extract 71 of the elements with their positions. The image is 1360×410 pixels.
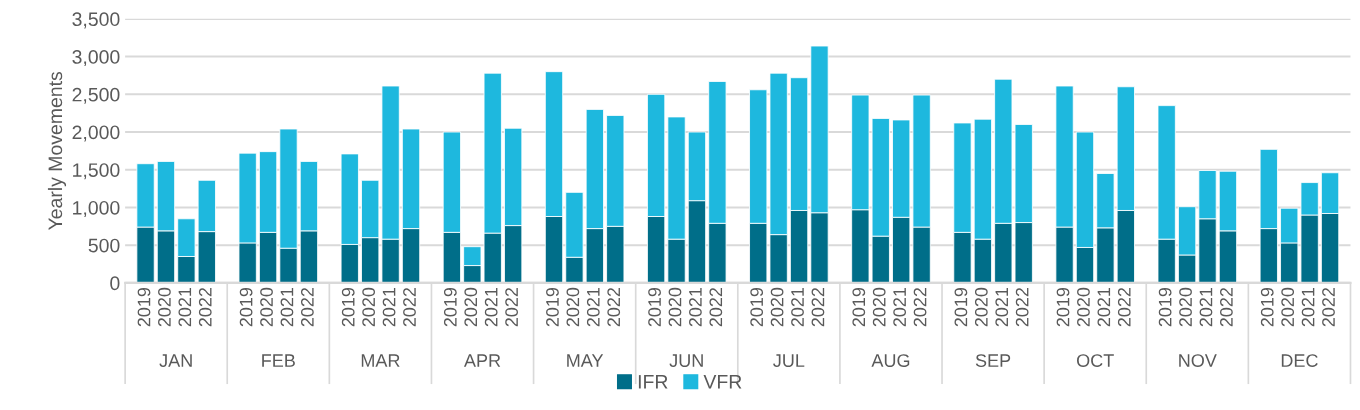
- x-tick-label: 2020: [668, 287, 682, 327]
- text: NOV: [1179, 354, 1217, 367]
- x-tick-label: 2021: [689, 287, 702, 327]
- x-tick-label: 2019: [137, 287, 151, 327]
- x-tick-label: 2021: [1097, 287, 1111, 327]
- y-tick-label: 2,500: [72, 87, 120, 104]
- text: SEP: [975, 354, 1011, 367]
- x-tick-label: 2019: [1260, 287, 1274, 327]
- x-tick-label: 2021: [280, 287, 294, 327]
- x-tick-label: 2020: [1281, 287, 1295, 327]
- x-tick-label: 2020: [566, 287, 580, 327]
- x-tick-label: 2022: [709, 287, 723, 327]
- x-tick-label: 2019: [954, 287, 968, 327]
- y-tick-label: 0: [110, 276, 120, 291]
- x-tick-label: 2019: [750, 287, 764, 327]
- text: JUN: [669, 354, 703, 367]
- x-tick-label: 2022: [1015, 287, 1029, 327]
- x-tick-label: 2019: [648, 287, 661, 327]
- y-tick-label: 3,000: [72, 50, 120, 67]
- y-tick-label: 3,500: [72, 12, 120, 29]
- text: DEC: [1281, 354, 1318, 367]
- text: OCT: [1077, 354, 1114, 367]
- x-tick-label: 2020: [362, 287, 376, 327]
- text: APR: [463, 354, 501, 367]
- x-tick-label: 2021: [586, 287, 600, 327]
- x-tick-label: 2019: [546, 287, 559, 327]
- x-tick-label: 2019: [1056, 287, 1070, 327]
- x-tick-label: 2020: [974, 287, 988, 327]
- text: AUG: [871, 354, 910, 367]
- x-tick-label: 2020: [464, 287, 478, 327]
- x-tick-label: 2020: [770, 287, 784, 327]
- legend-label: IFR: [638, 375, 668, 389]
- text: JUL: [773, 354, 805, 367]
- x-tick-label: 2021: [995, 287, 1009, 327]
- text: JAN: [159, 354, 192, 367]
- x-tick-label: 2021: [791, 287, 804, 327]
- y-tick-label: 500: [88, 238, 120, 253]
- y-axis-title: Yearly Movements: [47, 71, 67, 231]
- x-tick-label: 2021: [382, 287, 396, 327]
- text: MAR: [361, 354, 400, 367]
- x-tick-label: 2020: [872, 287, 886, 327]
- x-tick-label: 2022: [1220, 287, 1233, 327]
- x-tick-label: 2022: [505, 287, 518, 327]
- x-tick-label: 2019: [443, 287, 457, 327]
- x-tick-label: 2020: [1179, 287, 1192, 327]
- x-tick-label: 2022: [811, 287, 825, 327]
- x-tick-label: 2019: [239, 287, 253, 327]
- x-tick-label: 2022: [913, 287, 927, 327]
- x-tick-label: 2022: [1117, 287, 1131, 327]
- y-tick-label: 1,500: [73, 163, 120, 180]
- y-tick-label: 2,000: [72, 125, 120, 142]
- x-tick-label: 2022: [403, 287, 416, 327]
- x-tick-label: 2022: [607, 287, 621, 327]
- x-tick-label: 2020: [158, 287, 171, 327]
- x-tick-label: 2021: [893, 287, 907, 327]
- x-tick-label: 2019: [852, 287, 866, 327]
- x-tick-label: 2021: [484, 287, 498, 327]
- x-tick-label: 2021: [1199, 287, 1213, 327]
- y-tick-label: 1,000: [73, 200, 120, 217]
- x-tick-label: 2019: [1158, 287, 1172, 327]
- text: FEB: [262, 354, 295, 367]
- x-tick-label: 2021: [1301, 287, 1315, 327]
- text: MAY: [567, 354, 604, 367]
- x-tick-label: 2020: [260, 287, 273, 327]
- x-tick-label: 2019: [341, 287, 355, 327]
- legend-label: VFR: [703, 375, 742, 389]
- x-tick-label: 2022: [1322, 287, 1335, 327]
- x-tick-label: 2020: [1077, 287, 1090, 327]
- x-tick-label: 2021: [178, 287, 192, 327]
- x-tick-label: 2022: [198, 287, 212, 327]
- x-tick-label: 2022: [300, 287, 314, 327]
